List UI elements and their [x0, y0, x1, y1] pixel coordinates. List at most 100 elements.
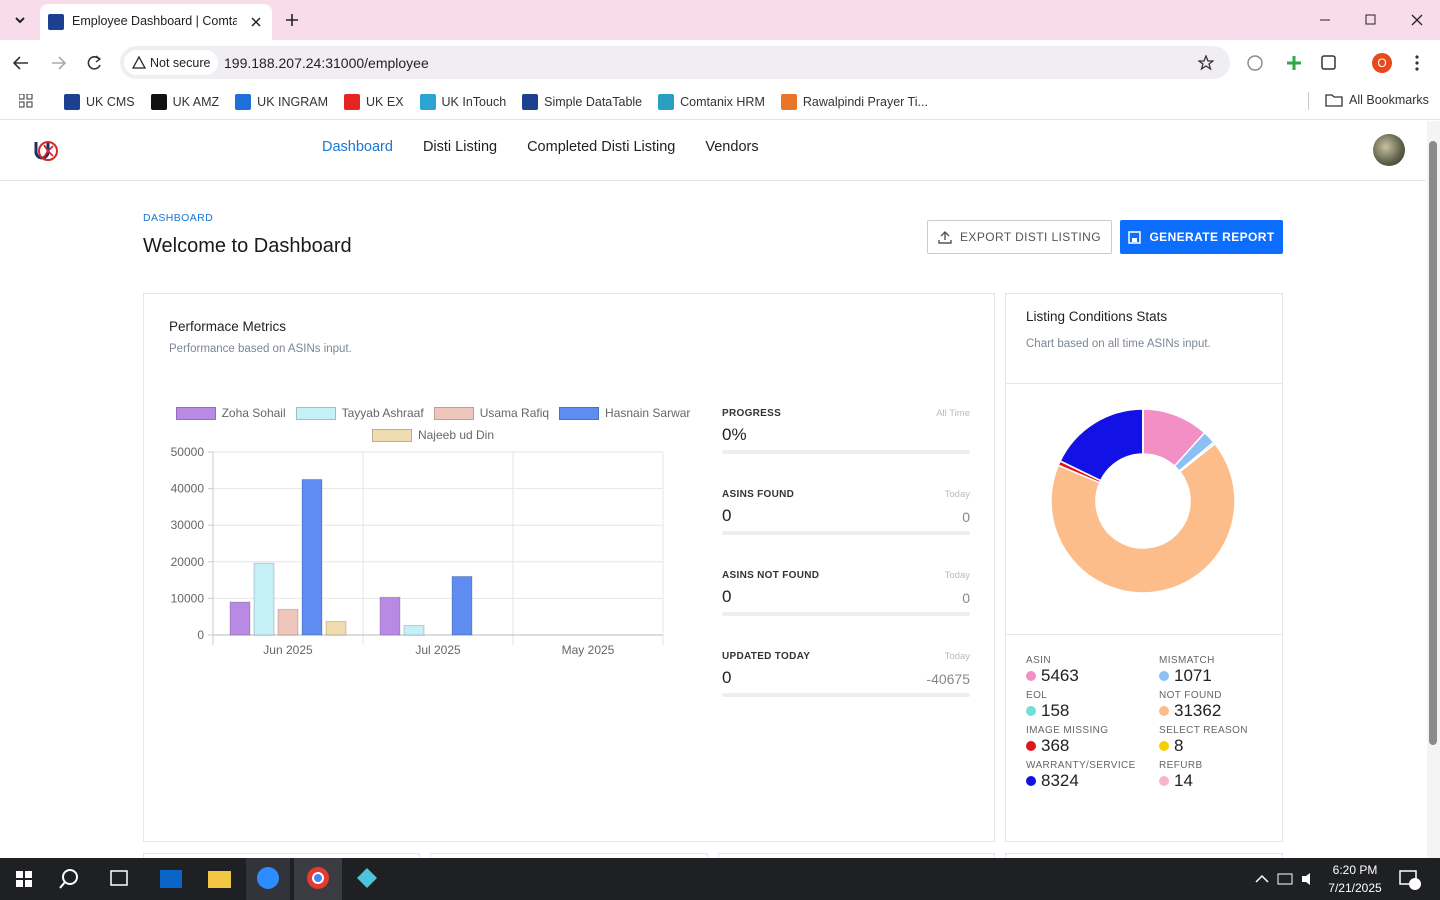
- nav-link[interactable]: Completed Disti Listing: [527, 139, 676, 155]
- performance-card: Performace Metrics Performance based on …: [143, 293, 995, 842]
- bookmark-label: UK InTouch: [441, 94, 507, 109]
- user-avatar[interactable]: [1373, 134, 1405, 166]
- bookmark[interactable]: UK InTouch: [419, 93, 507, 110]
- window-controls[interactable]: [1310, 10, 1430, 30]
- metric: UPDATED TODAY Today 0 -40675: [722, 649, 970, 730]
- metric-change: -40675: [926, 671, 970, 687]
- metric-track: [722, 693, 970, 697]
- pie-legend: ASIN 5463 MISMATCH 1071 EOL 158 NOT FOUND 31362…: [1026, 655, 1276, 791]
- tab-search[interactable]: [12, 12, 28, 28]
- legend-value-row: 8: [1159, 736, 1276, 756]
- legend-label: Hasnain Sarwar: [605, 406, 691, 420]
- menu-button[interactable]: [1412, 54, 1422, 72]
- legend-dot: [1159, 706, 1169, 716]
- card-subtitle: Chart based on all time ASINs input.: [1026, 338, 1211, 350]
- nav-buttons[interactable]: [12, 54, 112, 72]
- legend-entry: NOT FOUND 31362: [1159, 690, 1276, 721]
- legend-swatch: [371, 428, 412, 442]
- metric-label: PROGRESS: [722, 408, 782, 419]
- divider: [1308, 92, 1309, 110]
- legend-value-row: 14: [1159, 771, 1276, 791]
- legend-entry: EOL 158: [1026, 690, 1159, 721]
- legend-value-row: 8324: [1026, 771, 1159, 791]
- bookmark-label: UK INGRAM: [257, 94, 329, 109]
- metric-period: Today: [944, 570, 970, 581]
- bookmark-icon: [235, 93, 252, 110]
- export-button[interactable]: EXPORT DISTI LISTING: [927, 220, 1112, 254]
- apps-icon[interactable]: [19, 94, 33, 108]
- legend-entry: IMAGE MISSING 368: [1026, 725, 1159, 756]
- legend-dot: [1026, 776, 1036, 786]
- profile-button[interactable]: O: [1372, 53, 1392, 73]
- nav-link[interactable]: Disti Listing: [422, 139, 498, 155]
- card-title: Listing Conditions Stats: [1026, 309, 1168, 324]
- address-bar[interactable]: Not secure 199.188.207.24:31000/employee: [120, 46, 1230, 79]
- notifications[interactable]: [1398, 869, 1424, 891]
- card-title: Performace Metrics: [169, 319, 287, 334]
- security-chip[interactable]: Not secure: [124, 50, 219, 75]
- metric-period: Today: [944, 651, 970, 662]
- metric-value: 0: [722, 587, 732, 606]
- tab-close[interactable]: [250, 16, 262, 28]
- bookmark[interactable]: UK EX: [344, 93, 404, 110]
- chart-legend: Zoha Sohail Tayyab Ashraaf Usama Rafiq Hasn…: [159, 406, 707, 442]
- metric-label: UPDATED TODAY: [722, 651, 811, 662]
- clock-date[interactable]: 7/21/2025: [1328, 881, 1382, 895]
- bookmark[interactable]: Simple DataTable: [522, 93, 642, 110]
- legend-swatch: [295, 406, 336, 420]
- bookmark-label: UK CMS: [86, 94, 135, 109]
- legend-entry: ASIN 5463: [1026, 655, 1159, 686]
- metric-value: 0: [722, 668, 732, 687]
- legend-item: Hasnain Sarwar: [559, 406, 690, 420]
- bookmark-icon: [64, 93, 80, 110]
- legend-swatch: [175, 406, 216, 420]
- generate-report-button[interactable]: GENERATE REPORT: [1120, 220, 1283, 254]
- bookmark[interactable]: UK CMS: [64, 93, 135, 110]
- all-bookmarks[interactable]: All Bookmarks: [1325, 93, 1429, 107]
- legend-label: ASIN: [1026, 655, 1051, 666]
- new-tab[interactable]: [284, 12, 300, 28]
- page-title: Welcome to Dashboard: [143, 235, 352, 257]
- nav-link[interactable]: Dashboard: [322, 139, 393, 155]
- bookmark-star[interactable]: [1198, 55, 1214, 71]
- bookmark[interactable]: UK AMZ: [150, 93, 219, 110]
- logo[interactable]: [33, 139, 59, 163]
- scrollbar-thumb[interactable]: [1429, 141, 1437, 745]
- legend-swatch: [559, 406, 600, 420]
- legend-label: NOT FOUND: [1159, 690, 1222, 701]
- tray-icons[interactable]: [1254, 870, 1320, 888]
- bookmark[interactable]: Comtanix HRM: [658, 93, 765, 110]
- tab-favicon: [48, 14, 64, 30]
- legend-label: IMAGE MISSING: [1026, 725, 1109, 736]
- legend-entry: REFURB 14: [1159, 760, 1276, 791]
- legend-value-row: 1071: [1159, 666, 1276, 686]
- extensions[interactable]: [1246, 52, 1366, 74]
- legend-value-row: 5463: [1026, 666, 1159, 686]
- metric-change: 0: [962, 590, 970, 606]
- metric-label: ASINS FOUND: [722, 489, 795, 500]
- tab-title: Employee Dashboard | Comtan: [72, 14, 237, 28]
- breadcrumb[interactable]: DASHBOARD: [143, 212, 214, 224]
- metric: ASINS NOT FOUND Today 0 0: [722, 568, 970, 649]
- nav-link[interactable]: Vendors: [705, 139, 759, 155]
- bookmark-icon: [150, 93, 167, 110]
- metric-track: [722, 450, 970, 454]
- legend-dot: [1026, 671, 1036, 681]
- bookmark[interactable]: UK INGRAM: [235, 93, 329, 110]
- legend-value: 1071: [1174, 666, 1212, 685]
- profile-initial: O: [1377, 56, 1387, 70]
- bookmark-icon: [658, 93, 675, 110]
- legend-entry: MISMATCH 1071: [1159, 655, 1276, 686]
- legend-value: 8324: [1041, 771, 1079, 790]
- legend-entry: SELECT REASON 8: [1159, 725, 1276, 756]
- bookmark-list: UK CMS UK AMZ UK INGRAM UK EX UK InTouch Simp…: [64, 84, 928, 119]
- clock-time[interactable]: 6:20 PM: [1332, 863, 1378, 877]
- metric: ASINS FOUND Today 0 0: [722, 487, 970, 568]
- bookmark-icon: [780, 93, 797, 110]
- bookmark[interactable]: Rawalpindi Prayer Ti...: [780, 93, 928, 110]
- tab[interactable]: Employee Dashboard | Comtan: [40, 4, 272, 40]
- taskbar-apps[interactable]: [0, 858, 400, 900]
- divider: [1006, 634, 1282, 635]
- legend-dot: [1159, 741, 1169, 751]
